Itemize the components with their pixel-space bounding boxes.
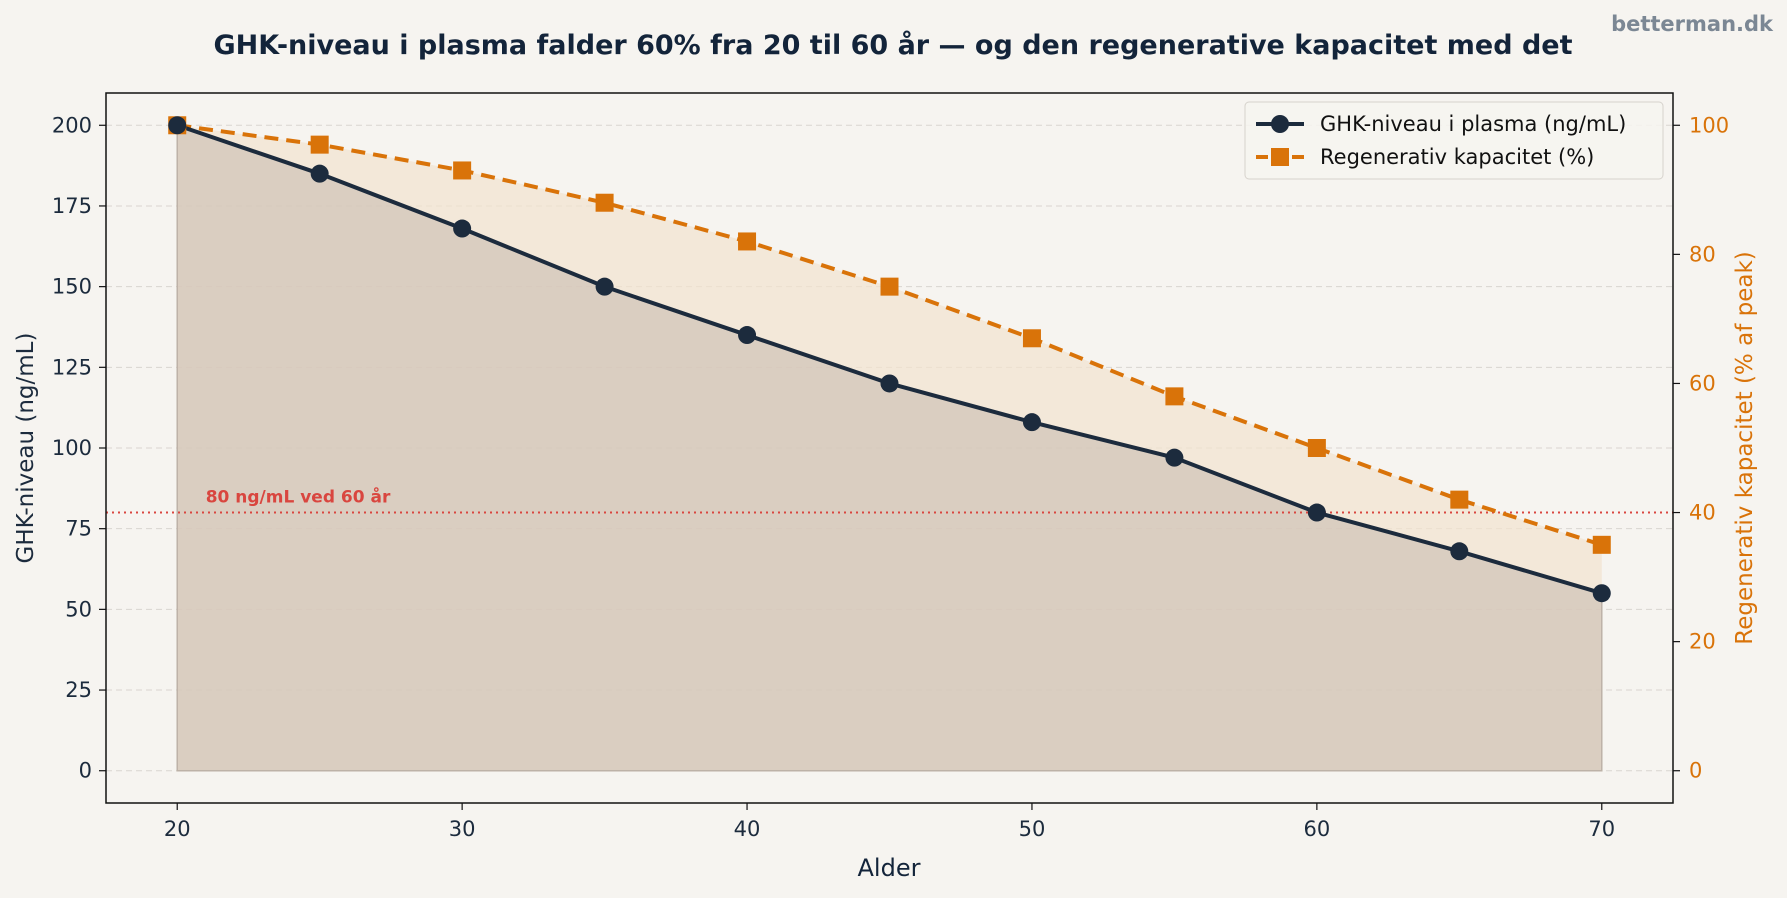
data-point-ghk (1592, 584, 1611, 603)
y-left-tick-label: 75 (65, 517, 92, 541)
right-axis: 0 20 40 60 80 100 (1673, 113, 1729, 783)
data-point-ghk (880, 374, 899, 393)
y-left-tick-label: 100 (52, 436, 92, 460)
x-axis: 20 30 40 50 60 70 (164, 803, 1615, 841)
y-right-tick-label: 60 (1689, 371, 1716, 395)
y-left-tick-label: 50 (65, 597, 92, 621)
y-right-tick-label: 20 (1689, 630, 1716, 654)
data-point-regenerative (1307, 439, 1326, 457)
data-point-ghk (1165, 448, 1184, 467)
y-left-tick-label: 25 (65, 678, 92, 702)
data-point-ghk (595, 277, 614, 296)
data-point-regenerative (1592, 535, 1611, 554)
x-axis-label: Alder (858, 854, 921, 882)
y-left-tick-label: 200 (52, 113, 92, 137)
x-tick-label: 30 (449, 817, 476, 841)
data-point-ghk (168, 116, 187, 135)
data-point-ghk (310, 164, 329, 183)
y-right-tick-label: 40 (1689, 501, 1716, 525)
y-right-tick-label: 0 (1689, 759, 1702, 783)
data-point-regenerative (1450, 490, 1469, 509)
left-axis: 0 25 50 75 100 125 150 175 200 (52, 113, 106, 783)
data-point-ghk (1307, 503, 1326, 522)
y-left-tick-label: 125 (52, 355, 92, 379)
chart-title: GHK-niveau i plasma falder 60% fra 20 ti… (213, 29, 1572, 61)
y-left-tick-label: 150 (52, 275, 92, 299)
plot-area: 80 ng/mL ved 60 år (105, 92, 1674, 804)
x-tick-label: 50 (1019, 817, 1046, 841)
x-tick-label: 70 (1588, 817, 1615, 841)
data-point-ghk (738, 326, 757, 345)
y-left-tick-label: 0 (79, 759, 92, 783)
data-point-regenerative (1165, 387, 1184, 406)
y-right-tick-label: 100 (1689, 113, 1729, 137)
data-point-ghk (453, 219, 472, 238)
data-point-regenerative (738, 232, 757, 251)
y-right-tick-label: 80 (1689, 242, 1716, 266)
x-tick-label: 60 (1303, 817, 1330, 841)
y-axis-left-label: GHK-niveau (ng/mL) (13, 333, 39, 564)
legend-marker (1271, 148, 1289, 166)
data-point-regenerative (1022, 329, 1041, 348)
data-point-regenerative (310, 135, 329, 154)
reference-line-group: 80 ng/mL ved 60 år (106, 486, 1673, 514)
data-point-regenerative (453, 161, 472, 180)
reference-line-label: 80 ng/mL ved 60 år (206, 486, 391, 508)
data-point-regenerative (880, 277, 899, 296)
legend: GHK-niveau i plasma (ng/mL) Regenerativ k… (1244, 101, 1664, 180)
x-tick-label: 20 (164, 817, 191, 841)
y-left-tick-label: 175 (52, 194, 92, 218)
legend-box (1244, 101, 1664, 180)
data-point-ghk (1022, 413, 1041, 432)
legend-label: GHK-niveau i plasma (ng/mL) (1320, 112, 1626, 136)
data-point-regenerative (595, 193, 614, 212)
brand-watermark: betterman.dk (1611, 12, 1773, 36)
legend-label: Regenerativ kapacitet (%) (1320, 145, 1594, 169)
data-point-ghk (1450, 542, 1469, 561)
legend-marker (1271, 115, 1289, 133)
x-tick-label: 40 (734, 817, 761, 841)
series-lines (168, 116, 1611, 603)
y-axis-right-label: Regenerativ kapacitet (% af peak) (1732, 251, 1758, 644)
